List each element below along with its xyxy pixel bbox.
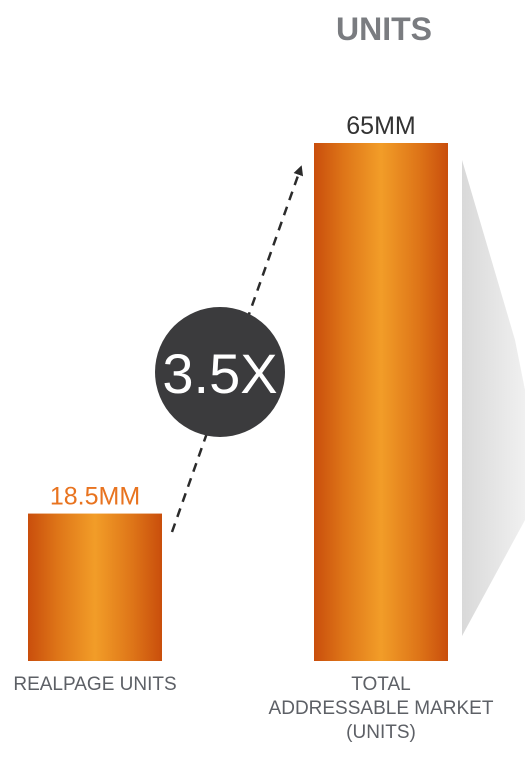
bar-1 xyxy=(314,143,448,661)
value-label-1: 65MM xyxy=(346,112,415,140)
multiplier-badge: 3.5X xyxy=(155,307,285,437)
category-label-0-line-0: REALPAGE UNITS xyxy=(13,674,176,695)
multiplier-text: 3.5X xyxy=(162,342,277,405)
value-label-0: 18.5MM xyxy=(50,483,140,511)
bar-0 xyxy=(28,513,162,661)
category-label-1-line-1: ADDRESSABLE MARKET xyxy=(269,698,494,719)
chart-title: UNITS xyxy=(336,11,432,47)
category-label-1-line-0: TOTAL xyxy=(351,674,410,695)
bar-shadow xyxy=(462,160,525,636)
category-label-1-line-2: (UNITS) xyxy=(346,722,416,743)
